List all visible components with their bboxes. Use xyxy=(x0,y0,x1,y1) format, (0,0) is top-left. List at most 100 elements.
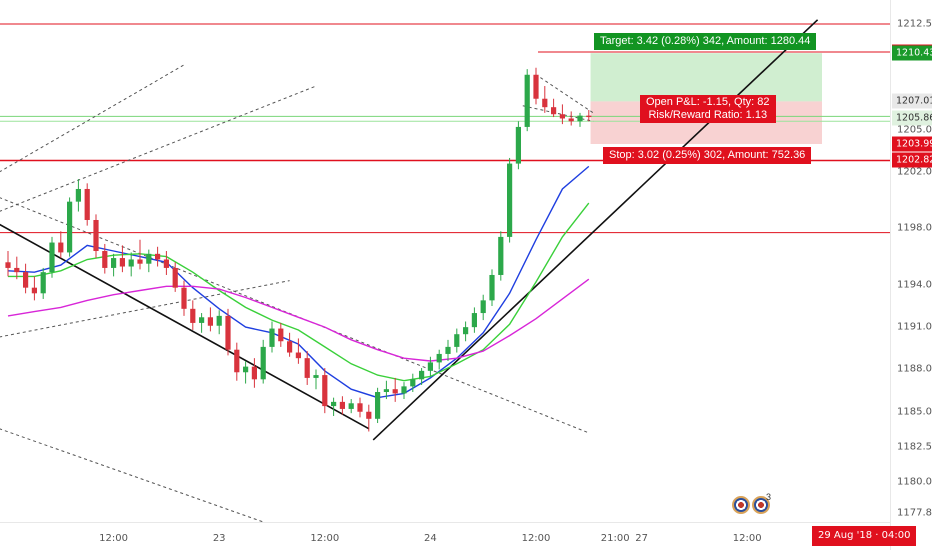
candle xyxy=(93,214,99,259)
candle xyxy=(14,256,20,280)
candle-body xyxy=(119,258,125,267)
candle xyxy=(436,349,442,370)
dashed-trend-line xyxy=(522,105,594,122)
candle-body xyxy=(471,313,477,328)
candle-body xyxy=(463,327,469,335)
candle xyxy=(489,269,495,306)
candle xyxy=(225,308,231,356)
price-tick: 1177.80 xyxy=(897,507,932,519)
price-chart[interactable] xyxy=(0,0,890,522)
candle-body xyxy=(533,74,539,99)
price-axis[interactable]: 1212.50 1205.00 1202.00 1198.00 1194.00 1191.… xyxy=(890,0,932,550)
candle xyxy=(23,263,29,294)
candle xyxy=(392,377,398,402)
candle xyxy=(480,294,486,321)
candle xyxy=(251,358,257,388)
price-tick: 1198.00 xyxy=(897,222,932,234)
candle xyxy=(49,236,55,278)
candle-body xyxy=(427,362,433,371)
time-tick: 12:00 xyxy=(310,533,340,544)
candle xyxy=(146,249,152,273)
candle xyxy=(67,197,73,257)
price-tag: 1202.82 xyxy=(892,152,932,168)
candle xyxy=(163,251,169,275)
candle xyxy=(542,86,548,113)
candle xyxy=(419,368,425,385)
candle-body xyxy=(40,272,46,294)
candle xyxy=(75,179,81,212)
candle-body xyxy=(419,370,425,380)
candle xyxy=(243,360,249,384)
stop-label: Stop: 3.02 (0.25%) 302, Amount: 752.36 xyxy=(603,147,812,164)
candle-body xyxy=(401,386,407,394)
candle-body xyxy=(287,341,293,353)
candle-body xyxy=(243,366,249,373)
price-tick: 1202.00 xyxy=(897,166,932,178)
price-tick: 1194.00 xyxy=(897,279,932,291)
price-tick: 1182.50 xyxy=(897,441,932,453)
target-label: Target: 3.42 (0.28%) 342, Amount: 1280.4… xyxy=(594,33,817,50)
candle-body xyxy=(542,98,548,108)
candle xyxy=(207,307,213,332)
target-zone xyxy=(590,53,822,102)
candle xyxy=(322,368,328,414)
dividend-icon[interactable] xyxy=(732,496,750,514)
trend-line xyxy=(0,223,370,430)
candle-body xyxy=(111,258,117,268)
candle-body xyxy=(172,267,178,288)
candle-body xyxy=(410,379,416,387)
earnings-icon[interactable] xyxy=(752,496,770,514)
candle-body xyxy=(146,253,152,264)
dashed-trend-line xyxy=(0,85,317,212)
candle xyxy=(410,373,416,393)
candle xyxy=(111,253,117,277)
candle-body xyxy=(322,375,328,407)
candle-body xyxy=(216,315,222,326)
price-tag: 1207.01 xyxy=(892,93,932,109)
candle-body xyxy=(498,236,504,275)
dashed-trend-line xyxy=(0,64,185,173)
crosshair-date-tag: 29 Aug '18 · 04:00 xyxy=(812,526,917,546)
candle-body xyxy=(155,253,161,260)
candle xyxy=(260,339,266,384)
chart-area[interactable]: Target: 3.42 (0.28%) 342, Amount: 1280.4… xyxy=(0,0,890,522)
candles xyxy=(5,67,592,432)
candle xyxy=(515,121,521,170)
candle xyxy=(401,382,407,400)
candle-body xyxy=(348,403,354,409)
risk-reward-line: Risk/Reward Ratio: 1.13 xyxy=(648,109,768,121)
candle xyxy=(533,67,539,105)
candle xyxy=(119,245,125,273)
dashed-trend-line xyxy=(0,280,290,338)
price-tag: 1205.86 xyxy=(892,110,932,126)
candle xyxy=(454,328,460,353)
candle xyxy=(58,231,64,259)
candle xyxy=(507,157,513,243)
candle-body xyxy=(31,287,37,294)
candle xyxy=(181,280,187,316)
candle-body xyxy=(14,267,20,273)
candle-body xyxy=(507,163,513,237)
candle-body xyxy=(436,353,442,363)
candle xyxy=(348,399,354,414)
candle-body xyxy=(225,315,231,350)
candle xyxy=(339,396,345,415)
candle-body xyxy=(199,317,205,323)
candle-body xyxy=(23,272,29,288)
trend-line xyxy=(372,19,819,441)
dashed-trend-line xyxy=(0,197,589,434)
price-tick: 1180.00 xyxy=(897,476,932,488)
candle-body xyxy=(568,118,574,122)
candle xyxy=(331,397,337,416)
time-tick: 12:00 xyxy=(732,533,762,544)
candle-body xyxy=(586,115,592,118)
price-tick: 1205.00 xyxy=(897,124,932,136)
candle-body xyxy=(375,392,381,419)
candle-body xyxy=(295,352,301,359)
candle xyxy=(366,404,372,432)
price-tick: 1212.50 xyxy=(897,18,932,30)
candle xyxy=(577,112,583,127)
candle xyxy=(463,321,469,342)
candle xyxy=(313,369,319,390)
